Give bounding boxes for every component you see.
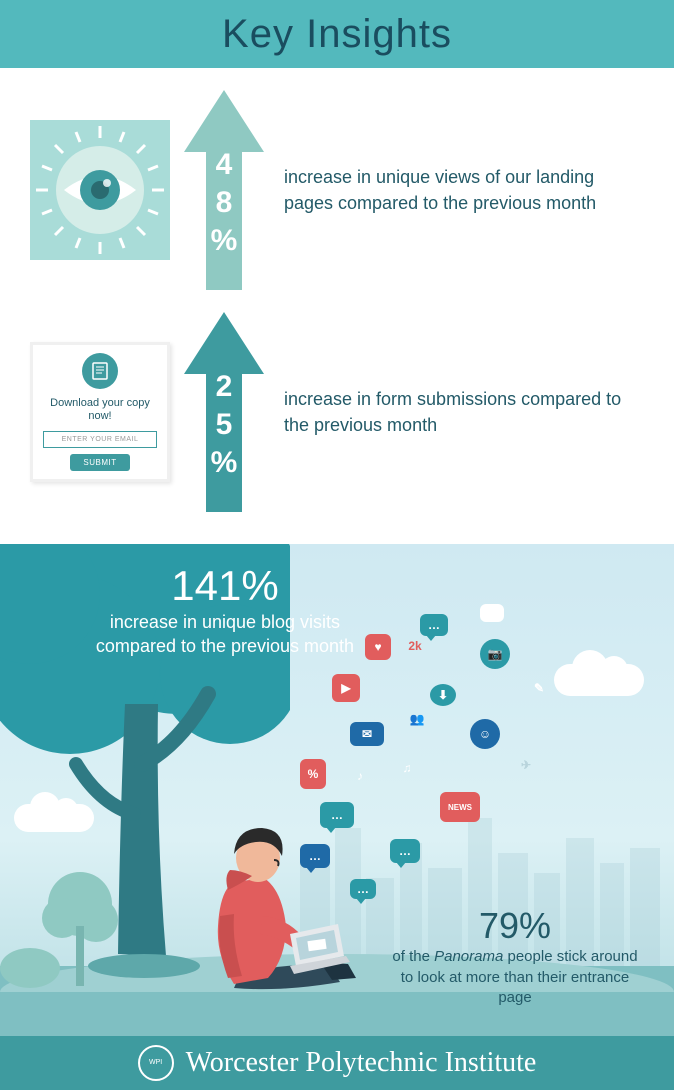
float-icon: …: [320, 802, 354, 828]
header-bar: Key Insights: [0, 0, 674, 68]
stat-text-views: increase in unique views of our landing …: [278, 164, 644, 216]
cloud-icon: [554, 664, 644, 696]
stat-text-forms: increase in form submissions compared to…: [278, 386, 644, 438]
float-icon: ⬇: [430, 684, 456, 706]
float-icon: %: [300, 759, 326, 789]
float-icon: 👥: [405, 709, 429, 729]
arrow-up-views: 4 8 %: [184, 90, 264, 290]
institution-name: Worcester Polytechnic Institute: [186, 1047, 537, 1079]
email-input-mock: ENTER YOUR EMAIL: [43, 431, 157, 448]
person-with-laptop: [190, 816, 370, 1006]
float-icon: …: [350, 879, 376, 899]
eye-icon: [30, 120, 170, 260]
float-icon: …: [420, 614, 448, 636]
float-icon: ♫: [395, 756, 419, 780]
download-icon: [82, 353, 118, 389]
institution-seal-icon: WPI: [138, 1045, 174, 1081]
submit-button-mock: SUBMIT: [70, 454, 130, 471]
svg-text:4: 4: [216, 148, 233, 181]
svg-text:%: %: [211, 224, 238, 257]
float-icon: ✉: [350, 722, 384, 746]
float-icon: NEWS: [440, 792, 480, 822]
eye-icon-box: [30, 120, 170, 260]
float-icon: ☺: [470, 719, 500, 749]
stat-panorama: 79% of the Panorama people stick around …: [390, 905, 640, 1008]
download-heading: Download your copy now!: [43, 397, 157, 423]
footer-bar: WPI Worcester Polytechnic Institute: [0, 1036, 674, 1090]
float-icon: …: [300, 844, 330, 868]
svg-text:%: %: [211, 446, 238, 479]
float-icon: ▶: [332, 674, 360, 702]
svg-text:2: 2: [216, 370, 233, 403]
float-icon: ✈: [510, 754, 542, 776]
page-title: Key Insights: [222, 12, 452, 57]
form-icon-box: Download your copy now! ENTER YOUR EMAIL…: [30, 342, 170, 482]
float-icon: ✎: [530, 674, 548, 702]
stats-section: 4 8 % increase in unique views of our la…: [0, 68, 674, 544]
stat-blog-visits: 141% increase in unique blog visits comp…: [70, 562, 380, 659]
illustration-panel: …♥2k📷▶⬇✎✉👥☺%♪♫✈…NEWS……… 141% increase in…: [0, 544, 674, 1036]
arrow-up-forms: 2 5 %: [184, 312, 264, 512]
stat-row-views: 4 8 % increase in unique views of our la…: [30, 90, 644, 290]
float-icon: …: [390, 839, 420, 863]
stat-panorama-value: 79%: [390, 905, 640, 947]
svg-text:5: 5: [216, 408, 233, 441]
svg-text:8: 8: [216, 186, 233, 219]
stat-blog-text: increase in unique blog visits compared …: [70, 610, 380, 659]
float-icon: ♪: [350, 764, 370, 788]
stat-row-forms: Download your copy now! ENTER YOUR EMAIL…: [30, 312, 644, 512]
float-icon: 📷: [480, 639, 510, 669]
float-icon: [480, 604, 504, 622]
stat-panorama-text: of the Panorama people stick around to l…: [390, 947, 640, 1008]
float-icon: 2k: [400, 639, 430, 653]
stat-blog-value: 141%: [70, 562, 380, 610]
